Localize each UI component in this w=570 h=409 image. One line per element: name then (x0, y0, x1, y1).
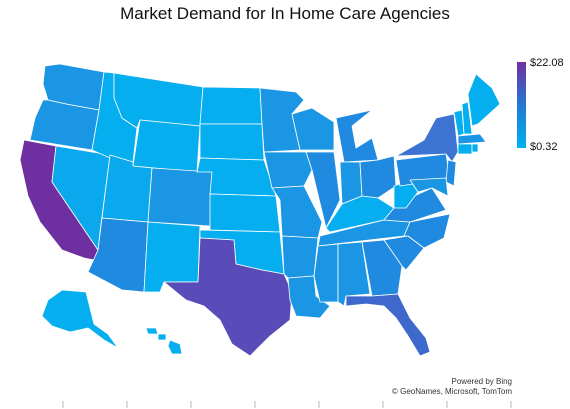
state-maryland[interactable] (409, 177, 449, 197)
legend-min-label: $0.32 (530, 141, 558, 153)
legend-color-scale (517, 62, 526, 148)
state-hawaii-big[interactable] (167, 339, 183, 355)
map-title: Market Demand for In Home Care Agencies (120, 4, 450, 23)
state-south-carolina[interactable] (383, 235, 425, 271)
state-massachusetts[interactable] (457, 133, 487, 145)
state-illinois[interactable] (305, 151, 341, 229)
state-iowa[interactable] (263, 151, 313, 189)
state-florida[interactable] (345, 293, 431, 357)
state-wisconsin[interactable] (291, 107, 335, 151)
map-attribution: Powered by Bing © GeoNames, Microsoft, T… (392, 377, 512, 397)
state-louisiana[interactable] (287, 275, 331, 319)
state-hawaii-islands-2[interactable] (157, 333, 167, 341)
state-alaska[interactable] (41, 289, 119, 349)
state-new-hampshire[interactable] (461, 101, 473, 135)
state-new-jersey[interactable] (445, 159, 457, 187)
state-maine[interactable] (467, 73, 501, 127)
state-georgia[interactable] (361, 239, 403, 297)
attribution-line-1: Powered by Bing (451, 377, 512, 386)
state-new-york[interactable] (395, 113, 459, 163)
attribution-line-2: © GeoNames, Microsoft, TomTom (392, 387, 512, 396)
legend-max-label: $22.08 (530, 57, 564, 69)
state-connecticut[interactable] (457, 143, 473, 155)
state-kentucky[interactable] (325, 195, 395, 233)
state-mississippi[interactable] (313, 243, 339, 303)
state-rhode-island[interactable] (471, 143, 479, 153)
state-texas[interactable] (163, 237, 293, 357)
